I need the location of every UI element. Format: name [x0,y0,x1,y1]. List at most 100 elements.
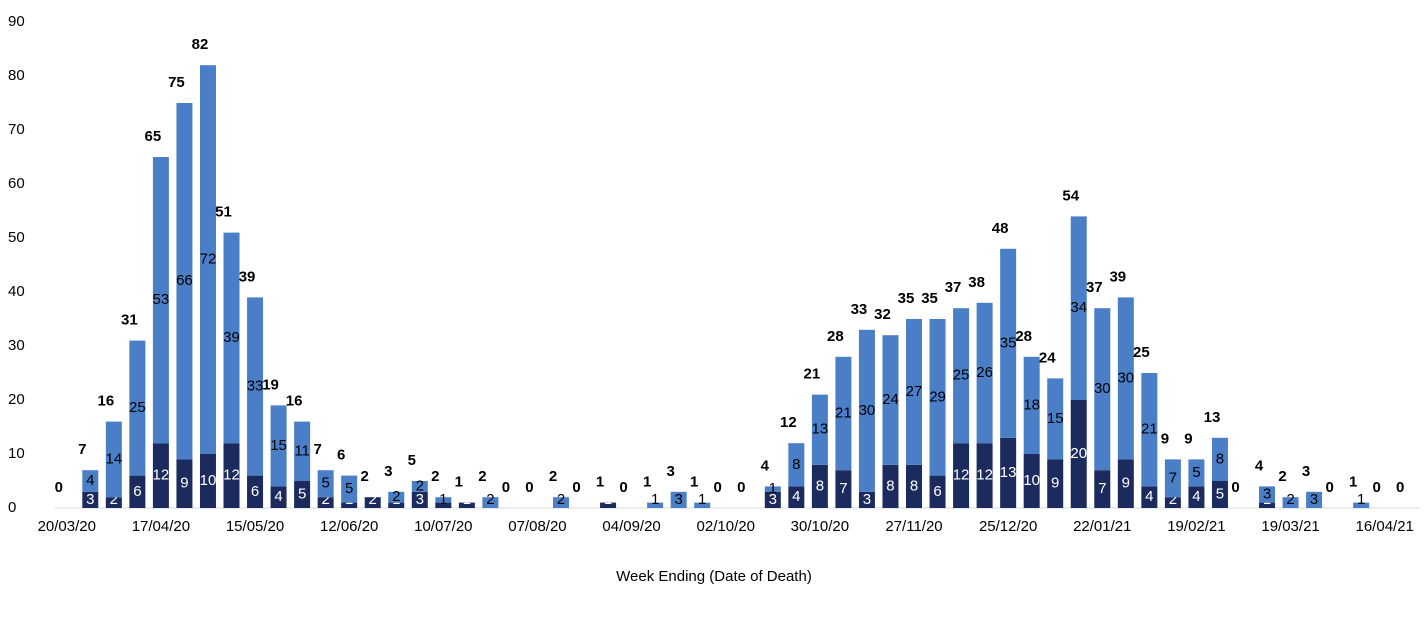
total-label: 16 [97,393,114,410]
segment-label: 2 [321,491,329,508]
bar-segment [223,443,240,508]
x-tick-label: 12/06/20 [320,518,378,535]
segment-label: 7 [1169,469,1177,486]
segment-label: 5 [1192,464,1200,481]
total-label: 0 [1231,479,1239,496]
segment-label: 8 [886,477,894,494]
bar-segment [223,232,240,444]
bar-segment [411,481,428,492]
bar-segment [835,356,852,471]
segment-label: 13 [1000,464,1017,481]
segment-label: 21 [1141,421,1158,438]
total-label: 0 [1325,479,1333,496]
segment-label: 20 [1070,445,1087,462]
bar-segment [482,497,499,508]
y-tick-label: 90 [8,13,25,30]
bar-segment [152,157,169,444]
segment-label: 8 [1216,450,1224,467]
segment-label: 2 [416,477,424,494]
segment-label: 9 [180,475,188,492]
bar-segment [1023,356,1040,454]
total-label: 0 [502,479,510,496]
bar-segment [341,475,358,503]
segment-label: 1 [698,491,706,508]
bar-segment [435,497,452,503]
segment-label: 1 [769,480,777,497]
bar-segment [1000,437,1017,508]
total-label: 2 [1278,468,1286,485]
total-label: 35 [921,290,938,307]
x-tick-label: 10/07/20 [414,518,472,535]
bar-segment [1117,297,1134,460]
total-label: 16 [286,393,303,410]
segment-label: 11 [294,442,310,459]
x-tick-label: 20/03/20 [38,518,96,535]
segment-label: 5 [1216,485,1224,502]
bar-segment [1023,454,1040,508]
segment-label: 27 [906,383,923,400]
bar-segment [1094,470,1111,508]
total-label: 0 [1396,479,1404,496]
segment-label: 9 [1122,475,1130,492]
total-label: 32 [874,306,891,323]
bar-segment [176,459,193,508]
segment-label: 6 [133,483,141,500]
segment-label: 15 [1047,410,1064,427]
bar-segment [670,491,687,508]
bar-segment [270,405,287,487]
segment-label: 2 [1286,491,1294,508]
segment-label: 9 [1051,475,1059,492]
bar-segment [600,502,617,508]
segment-label: 1 [604,491,612,508]
segment-label: 3 [769,491,777,508]
segment-label: 12 [953,467,970,484]
bar-segment [1117,459,1134,508]
total-label: 7 [78,441,86,458]
y-tick-label: 20 [8,391,25,408]
bar-segment [788,486,805,508]
bar-segment [835,470,852,508]
segment-label: 8 [910,477,918,494]
total-label: 24 [1039,349,1056,366]
total-label: 2 [361,468,369,485]
total-label: 0 [1373,479,1381,496]
x-tick-label: 07/08/20 [508,518,566,535]
total-label: 2 [431,468,439,485]
bar-segment [1164,459,1181,498]
bar-segment [199,65,216,454]
segment-label: 39 [223,329,240,346]
segment-label: 10 [1023,472,1040,489]
bar-segment [1282,497,1299,508]
segment-label: 2 [392,488,400,505]
segment-label: 24 [882,391,899,408]
bar-segment [929,475,946,508]
total-label: 9 [1161,430,1169,447]
segment-label: 5 [321,475,329,492]
segment-label: 25 [953,367,970,384]
segment-label: 3 [416,491,424,508]
bar-segment [435,502,452,508]
total-label: 37 [1086,279,1103,296]
total-label: 2 [478,468,486,485]
bar-segment [1188,486,1205,508]
total-label: 3 [666,463,674,480]
bar-segment [1306,491,1323,508]
bar-segment [811,394,828,465]
bar-segment [270,486,287,508]
segment-label: 53 [153,291,170,308]
total-label: 75 [168,74,185,91]
bar-segment [764,486,781,492]
segment-label: 18 [1023,396,1040,413]
bar-segment [976,302,993,444]
x-tick-label: 19/03/21 [1261,518,1319,535]
total-label: 13 [1204,409,1221,426]
segment-label: 14 [105,450,122,467]
segment-label: 10 [200,472,217,489]
bar-segment [1259,502,1276,508]
segment-label: 72 [200,251,217,268]
bar-segment [788,443,805,487]
bar-segment [294,421,311,481]
x-tick-label: 27/11/20 [885,518,942,535]
segment-label: 2 [369,491,377,508]
